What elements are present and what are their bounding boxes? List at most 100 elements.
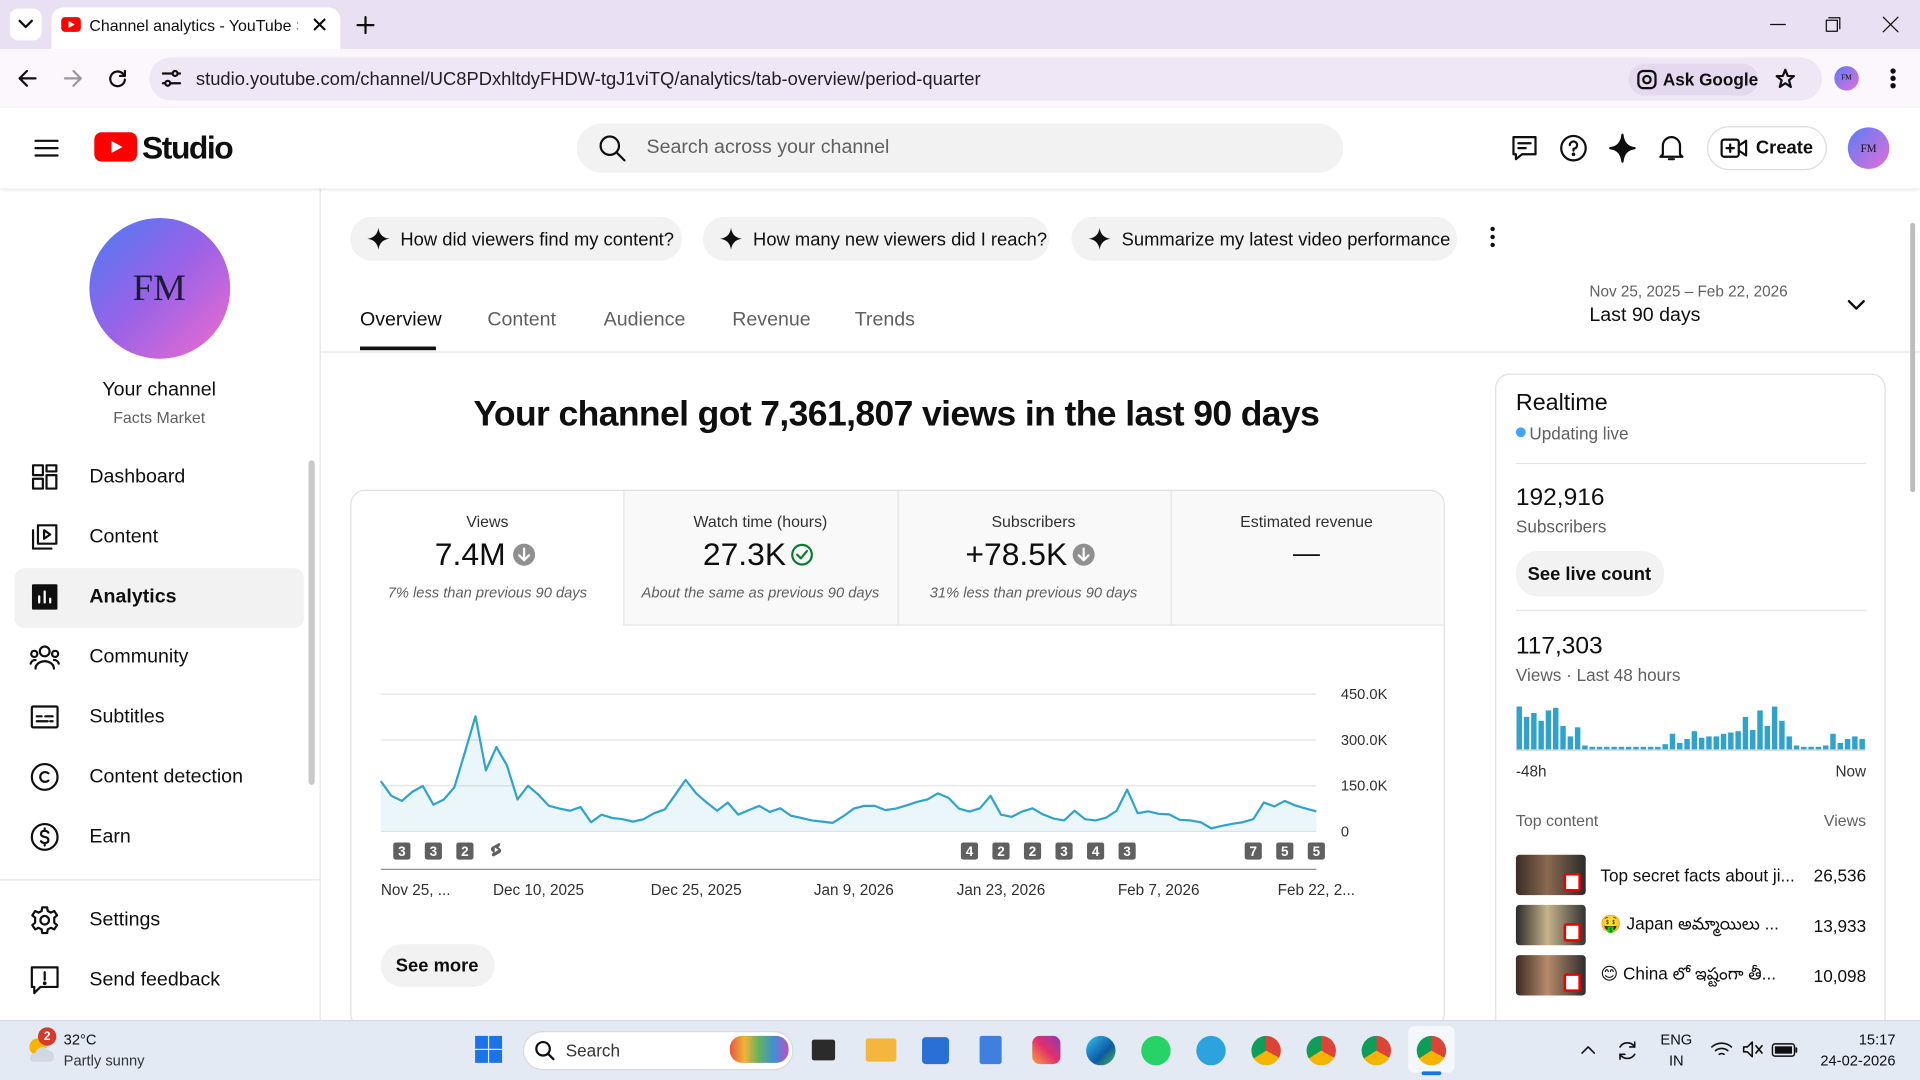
app-icon[interactable]: [1306, 1035, 1336, 1066]
subscriber-label: Subscribers: [1515, 516, 1607, 537]
app-icon[interactable]: [865, 1038, 897, 1062]
nav-item[interactable]: Community: [89, 646, 189, 668]
forward-icon[interactable]: [63, 69, 82, 87]
sync-icon[interactable]: [1616, 1040, 1638, 1062]
period-label[interactable]: Last 90 days: [1589, 304, 1701, 326]
app-icon[interactable]: [1361, 1035, 1392, 1066]
language[interactable]: ENG: [1660, 1031, 1693, 1049]
suggestion-chip[interactable]: [702, 216, 1050, 261]
top-content-title[interactable]: Top secret facts about ji...: [1600, 865, 1795, 886]
realtime-bar: [1750, 729, 1756, 750]
hamburger-icon[interactable]: [34, 139, 59, 157]
metric-label[interactable]: Views: [466, 512, 509, 531]
sidebar-scrollbar[interactable]: [308, 460, 315, 785]
tab[interactable]: Content: [487, 309, 556, 331]
youtube-logo[interactable]: [94, 132, 138, 162]
browser-profile[interactable]: [1834, 66, 1859, 91]
search-box[interactable]: [576, 123, 1344, 173]
nav-item[interactable]: Settings: [89, 909, 161, 931]
subtitles-icon: [30, 705, 59, 729]
create-label: Create: [1755, 137, 1814, 159]
clock-date[interactable]: 24-02-2026: [1820, 1051, 1896, 1069]
suggestion-chip[interactable]: [1071, 216, 1458, 261]
new-tab-icon[interactable]: [356, 16, 375, 35]
icon-part: [1568, 140, 1579, 152]
bookmark-icon[interactable]: [1775, 68, 1796, 89]
app-icon[interactable]: [1086, 1035, 1116, 1066]
icon-part: [489, 1050, 503, 1063]
tab-search-button[interactable]: [9, 8, 42, 41]
metric-note: 7% less than previous 90 days: [387, 584, 587, 602]
page-scrollbar[interactable]: [1910, 222, 1916, 493]
nav-item[interactable]: Analytics: [89, 586, 177, 608]
studio-logo-text[interactable]: Studio: [142, 129, 234, 166]
icon-part: [30, 705, 59, 729]
metric-divider: [623, 491, 625, 626]
minimize-icon[interactable]: [1770, 23, 1786, 26]
tab[interactable]: Trends: [854, 309, 915, 331]
close-tab-icon[interactable]: [313, 18, 326, 31]
more-icon[interactable]: [1490, 226, 1495, 248]
metric-label[interactable]: Watch time (hours): [693, 512, 828, 531]
icon-part: [1775, 68, 1795, 89]
active-tab[interactable]: [51, 7, 341, 49]
nav-item[interactable]: Dashboard: [89, 466, 186, 488]
clock-time[interactable]: 15:17: [1858, 1031, 1896, 1049]
reload-icon[interactable]: [109, 69, 126, 88]
lens-icon: [1637, 69, 1657, 90]
address-bar[interactable]: [149, 57, 1823, 101]
app-icon[interactable]: [1141, 1035, 1171, 1066]
account-avatar[interactable]: [1847, 127, 1890, 169]
channel-label[interactable]: Your channel: [102, 379, 217, 401]
nav-item[interactable]: Earn: [89, 826, 131, 848]
icon-part: [1077, 547, 1090, 562]
tab[interactable]: Revenue: [732, 309, 811, 331]
region[interactable]: IN: [1668, 1051, 1684, 1069]
close-window-icon[interactable]: [1882, 16, 1899, 33]
top-content-title[interactable]: 🤑 Japan అమ్మాయిలు ...: [1600, 913, 1779, 934]
tab[interactable]: Overview: [360, 309, 442, 331]
period-dropdown-icon[interactable]: [1847, 300, 1865, 311]
app-icon[interactable]: [922, 1037, 949, 1065]
create-button[interactable]: [1706, 126, 1827, 171]
metric-label[interactable]: Subscribers: [991, 512, 1076, 531]
notifications-icon[interactable]: [1659, 133, 1684, 161]
tab[interactable]: Audience: [603, 309, 686, 331]
site-info-icon[interactable]: [161, 69, 182, 87]
metric-label[interactable]: Estimated revenue: [1240, 512, 1373, 531]
help-icon[interactable]: [1560, 134, 1587, 162]
restore-icon[interactable]: [1825, 17, 1841, 32]
divider: [1515, 462, 1867, 465]
wifi-icon[interactable]: [1711, 1041, 1733, 1058]
nav-item[interactable]: Send feedback: [89, 969, 221, 991]
channel-avatar[interactable]: [89, 217, 231, 359]
start-button[interactable]: [475, 1035, 503, 1063]
app-icon[interactable]: [1416, 1035, 1447, 1066]
tray-expand-icon[interactable]: [1581, 1044, 1596, 1054]
app-icon[interactable]: [1032, 1035, 1061, 1065]
icon-part: [171, 69, 179, 78]
app-icon[interactable]: [979, 1035, 1002, 1065]
ai-sparkle-icon[interactable]: [1609, 133, 1636, 163]
battery-icon[interactable]: [1771, 1043, 1799, 1057]
nav-item[interactable]: Content detection: [89, 766, 243, 788]
icon-part: [1512, 136, 1537, 161]
suggestion-chip[interactable]: [350, 216, 683, 261]
realtime-start-label: -48h: [1515, 762, 1547, 780]
see-more-button[interactable]: [380, 944, 495, 987]
live-count-button[interactable]: [1515, 551, 1665, 597]
app-icon[interactable]: [811, 1039, 836, 1061]
volume-icon[interactable]: [1742, 1041, 1763, 1058]
search-placeholder: Search across your channel: [646, 137, 890, 158]
sparkle-icon: [720, 227, 743, 250]
app-icon[interactable]: [1251, 1035, 1281, 1066]
nav-item[interactable]: Subtitles: [89, 706, 165, 728]
app-icon[interactable]: [1196, 1035, 1226, 1066]
top-content-title[interactable]: 😊 China లో ఇష్టంగా తీ...: [1600, 963, 1776, 984]
back-icon[interactable]: [18, 69, 37, 87]
browser-menu-icon[interactable]: [1890, 68, 1896, 89]
feedback-chat-icon[interactable]: [1511, 135, 1538, 162]
views-chart: 0 150.0K 300.0K 450.0K 3 3 2 4 2 2 3 4 3 7 5 5 Nov 25, .…: [379, 687, 1388, 899]
nav-item[interactable]: Content: [89, 526, 159, 548]
realtime-bar: [1801, 746, 1807, 750]
